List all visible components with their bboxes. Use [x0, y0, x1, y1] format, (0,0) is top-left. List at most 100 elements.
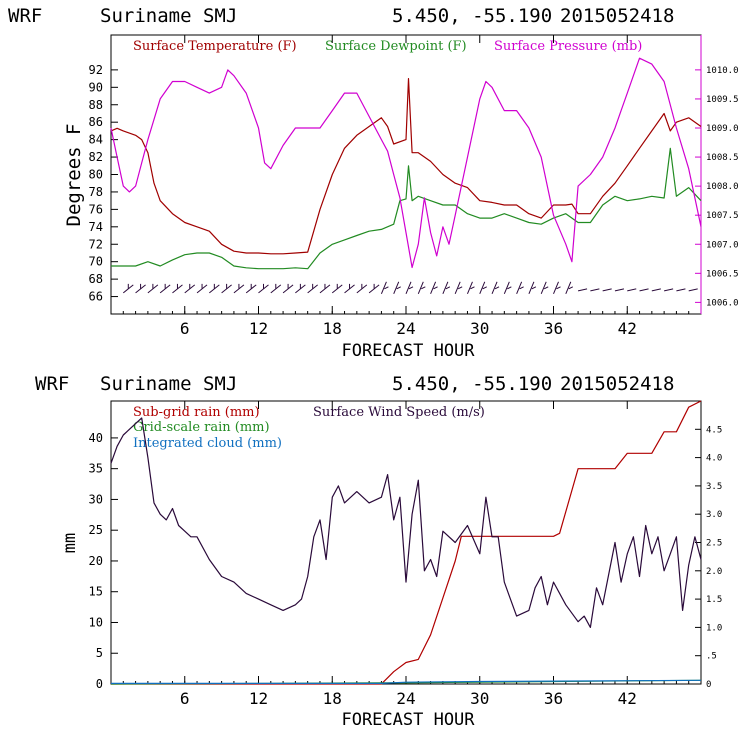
- y-tick-label: 30: [89, 492, 103, 506]
- wind-barb: [393, 281, 401, 295]
- x-tick-label: 42: [618, 319, 637, 338]
- panel-1: WRF Suriname SMJ 5.450, -55.190 20150524…: [8, 5, 739, 361]
- wind-barb: [688, 288, 698, 292]
- y2-tick-label: 2.5: [706, 539, 722, 549]
- series-surface-temperature-f: [110, 77, 702, 255]
- x-tick-label: 18: [323, 319, 342, 338]
- wind-barb: [590, 288, 600, 292]
- x-tick-label: 6: [180, 689, 190, 708]
- panel2-header-model: WRF: [35, 373, 69, 395]
- wind-barb: [417, 281, 426, 295]
- y-tick-label: 80: [89, 168, 103, 182]
- panel2-header-location: Suriname SMJ: [100, 373, 237, 395]
- wind-barb: [245, 283, 257, 294]
- wind-barb: [221, 283, 232, 294]
- legend-subgrid-rain: Sub-grid rain (mm): [133, 405, 260, 420]
- y2-tick-label: 1008.0: [706, 182, 739, 192]
- wind-barb: [627, 288, 637, 292]
- wind-barb: [356, 283, 368, 294]
- x-tick-label: 6: [180, 319, 190, 338]
- y-tick-label: 88: [89, 98, 103, 112]
- wind-barb: [491, 281, 500, 295]
- y2-tick-label: 1006.0: [706, 298, 739, 308]
- wind-barb: [184, 283, 196, 294]
- wind-barb: [172, 283, 183, 294]
- wind-barb: [295, 283, 306, 294]
- series-surface-pressure-mb: [110, 57, 702, 269]
- y-tick-label: 66: [89, 290, 103, 304]
- panel2-y-ticks: 0 5 10 15 20 25 30 35 40: [89, 431, 118, 691]
- panel1-x-ticks: 6 12 18 24 30 36 42: [122, 35, 690, 338]
- wind-barb: [540, 281, 549, 295]
- x-tick-label: 30: [470, 689, 489, 708]
- y-tick-label: 76: [89, 202, 103, 216]
- panel1-plot-frame: [110, 34, 702, 315]
- legend-gridscale-rain: Grid-scale rain (mm): [133, 420, 270, 435]
- x-tick-label: 42: [618, 689, 637, 708]
- panel1-pressure-ticks: 1006.0 1006.5 1007.0 1007.5 1008.0 1008.5 1009…: [695, 66, 739, 308]
- y-tick-label: 86: [89, 115, 103, 129]
- y-tick-label: 0: [96, 677, 103, 691]
- panel1-y-axis-label: Degrees F: [63, 124, 85, 227]
- x-tick-label: 36: [544, 689, 563, 708]
- wind-barb: [147, 283, 159, 294]
- x-tick-label: 12: [249, 319, 268, 338]
- wind-barb: [466, 281, 475, 295]
- y2-tick-label: 1.5: [706, 595, 722, 605]
- legend-dewpoint: Surface Dewpoint (F): [325, 39, 467, 54]
- x-tick-label: 24: [396, 689, 415, 708]
- panel1-header-location: Suriname SMJ: [100, 5, 237, 27]
- wind-barb: [380, 281, 389, 295]
- y2-tick-label: 1010.0: [706, 66, 739, 76]
- y-tick-label: 82: [89, 150, 103, 164]
- y2-tick-label: 0: [706, 680, 711, 690]
- y2-tick-label: 1009.0: [706, 124, 739, 134]
- y-tick-label: 25: [89, 523, 103, 537]
- y2-tick-label: 1007.0: [706, 240, 739, 250]
- wind-barb: [553, 281, 561, 295]
- wind-barb: [405, 281, 414, 295]
- series-surface-dewpoint-f: [111, 147, 702, 270]
- panel1-series: [110, 57, 702, 270]
- y2-tick-label: 1.0: [706, 623, 722, 633]
- wind-barb: [159, 283, 171, 294]
- wind-barb: [282, 283, 294, 294]
- y-tick-label: 92: [89, 63, 103, 77]
- y2-tick-label: 2.0: [706, 567, 722, 577]
- panel1-wind-barbs: [122, 281, 698, 295]
- panel1-header-model: WRF: [8, 5, 42, 27]
- wind-barb: [676, 288, 686, 292]
- y-tick-label: 84: [89, 133, 103, 147]
- legend-wind-speed: Surface Wind Speed (m/s): [313, 405, 485, 420]
- y2-tick-label: 1009.5: [706, 95, 739, 105]
- panel2-header-coords: 5.450, -55.190: [392, 373, 552, 395]
- wind-barb: [516, 281, 524, 295]
- x-tick-label: 18: [323, 689, 342, 708]
- wind-barb: [233, 283, 245, 294]
- wind-barb: [664, 288, 674, 292]
- y-tick-label: 40: [89, 431, 103, 445]
- panel-2: WRF Suriname SMJ 5.450, -55.190 20150524…: [35, 373, 722, 730]
- y2-tick-label: 1007.5: [706, 211, 739, 221]
- y-tick-label: 78: [89, 185, 103, 199]
- x-tick-label: 12: [249, 689, 268, 708]
- y2-tick-label: 1006.5: [706, 269, 739, 279]
- wind-barb: [196, 283, 208, 294]
- wind-barb: [307, 283, 318, 294]
- y-tick-label: 72: [89, 237, 103, 251]
- y-tick-label: 35: [89, 462, 103, 476]
- series-integrated-cloud-mm: [111, 679, 702, 685]
- wind-barb: [319, 283, 331, 294]
- wind-barb: [528, 281, 537, 295]
- panel2-wind-ticks: 0 .5 1.0 1.5 2.0 2.5 3.0 3.5 4.0 4.5: [695, 425, 722, 690]
- wind-barb: [479, 281, 487, 295]
- wind-barb: [577, 288, 588, 292]
- wind-barb: [503, 281, 512, 295]
- y2-tick-label: 3.5: [706, 482, 722, 492]
- y-tick-label: 70: [89, 255, 103, 269]
- panel2-series: [110, 400, 702, 685]
- wind-barb: [258, 283, 269, 294]
- series-surface-wind-speed-m-s: [110, 417, 702, 629]
- y-tick-label: 5: [96, 646, 103, 660]
- wind-barb: [442, 281, 451, 295]
